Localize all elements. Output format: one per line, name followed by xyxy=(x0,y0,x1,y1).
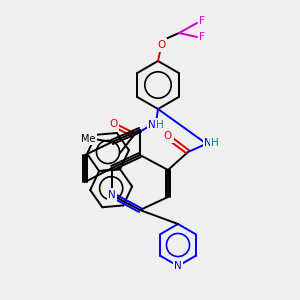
Text: O: O xyxy=(164,131,172,141)
Text: N: N xyxy=(148,120,156,130)
Text: Me: Me xyxy=(81,134,95,144)
Text: O: O xyxy=(109,119,117,129)
Text: F: F xyxy=(199,16,205,26)
Text: F: F xyxy=(199,32,205,42)
Text: O: O xyxy=(157,40,165,50)
Text: N: N xyxy=(174,261,182,271)
Text: H: H xyxy=(211,138,219,148)
Text: N: N xyxy=(108,190,116,200)
Text: H: H xyxy=(156,120,164,130)
Text: N: N xyxy=(204,138,212,148)
